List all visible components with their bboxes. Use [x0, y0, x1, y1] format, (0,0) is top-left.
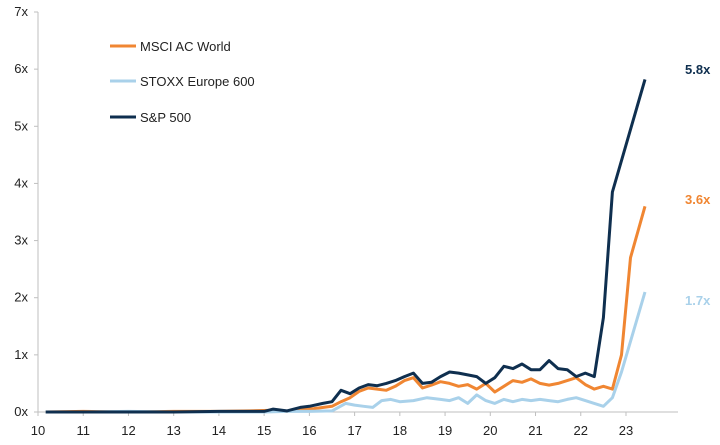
series-line: [45, 291, 647, 414]
x-tick-label: 20: [483, 423, 497, 438]
legend: MSCI AC World STOXX Europe 600 S&P 500: [110, 39, 255, 125]
y-tick-label: 0x: [14, 404, 28, 419]
series-end-label: 5.8x: [685, 62, 711, 77]
series-line: [45, 205, 647, 414]
y-tick-label: 6x: [14, 61, 28, 76]
series-lines: [45, 78, 647, 414]
x-tick-label: 11: [76, 423, 90, 438]
x-tick-label: 22: [574, 423, 588, 438]
x-tick-label: 16: [302, 423, 316, 438]
chart-axes: [37, 12, 678, 413]
x-tick-label: 13: [166, 423, 180, 438]
y-tick-label: 5x: [14, 118, 28, 133]
x-tick-label: 21: [528, 423, 542, 438]
y-tick-label: 7x: [14, 4, 28, 19]
y-axis-ticks: 0x 1x 2x 3x 4x 5x 6x 7x: [14, 4, 38, 419]
x-tick-label: 17: [347, 423, 361, 438]
y-tick-label: 3x: [14, 233, 28, 248]
legend-label: STOXX Europe 600: [140, 74, 255, 89]
x-tick-label: 23: [619, 423, 633, 438]
x-tick-label: 18: [393, 423, 407, 438]
x-tick-label: 12: [121, 423, 135, 438]
x-tick-label: 14: [212, 423, 226, 438]
x-tick-label: 10: [31, 423, 45, 438]
x-tick-label: 15: [257, 423, 271, 438]
end-labels: 3.6x 1.7x 5.8x: [685, 62, 711, 308]
x-axis-ticks: 10 11 12 13 14 15 16 17 18 19 20 21 22 23: [31, 412, 633, 438]
y-tick-label: 1x: [14, 347, 28, 362]
legend-label: S&P 500: [140, 110, 191, 125]
x-tick-label: 19: [438, 423, 452, 438]
legend-label: MSCI AC World: [140, 39, 231, 54]
series-end-label: 1.7x: [685, 293, 711, 308]
y-tick-label: 2x: [14, 290, 28, 305]
series-end-label: 3.6x: [685, 192, 711, 207]
y-tick-label: 4x: [14, 175, 28, 190]
series-line: [45, 78, 647, 414]
